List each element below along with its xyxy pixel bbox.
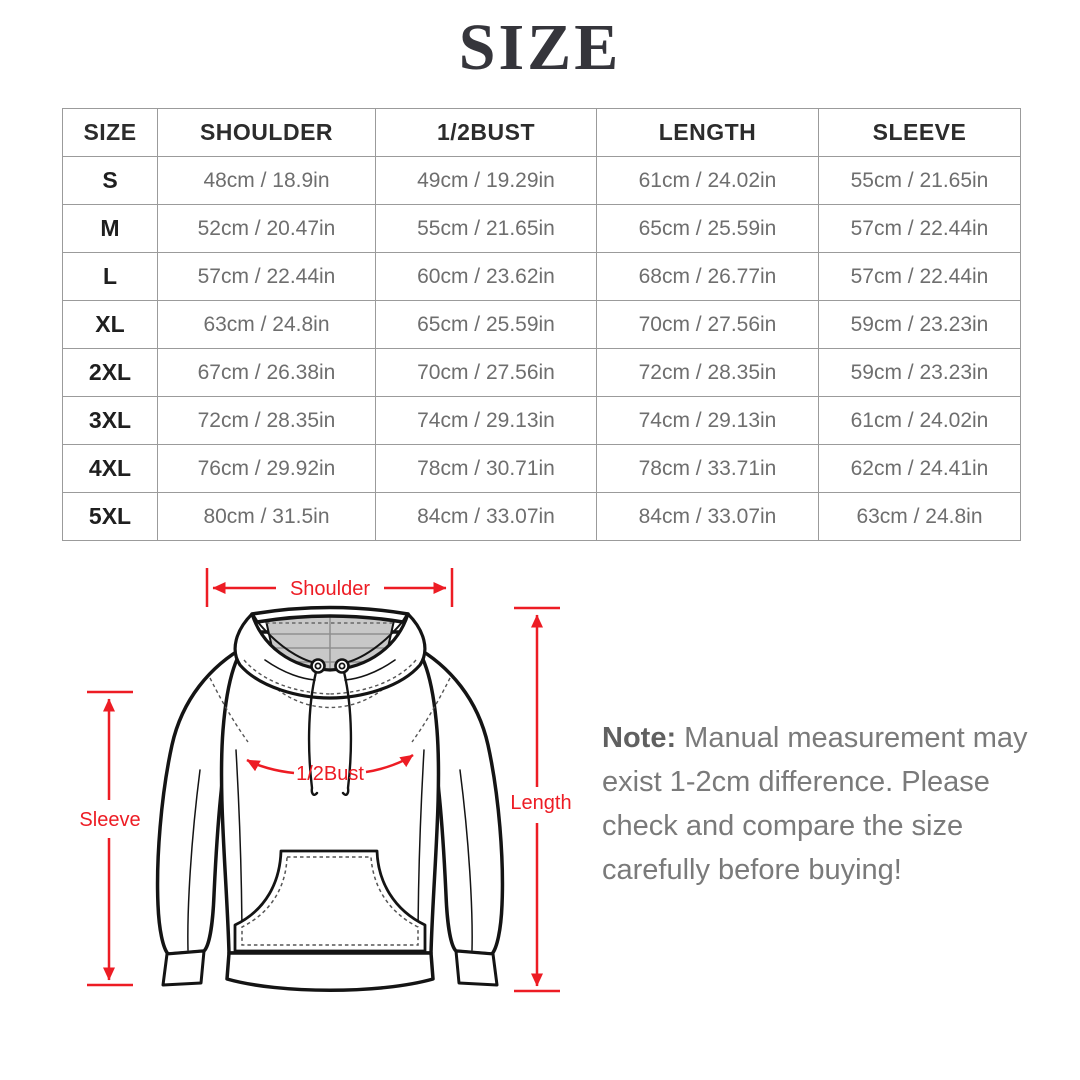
- header-cell: LENGTH: [596, 108, 819, 157]
- measurement-cell: 70cm / 27.56in: [375, 348, 597, 397]
- size-table-container: SIZE SHOULDER 1/2BUST LENGTH SLEEVE S 48cm / …: [62, 108, 1021, 541]
- measurement-cell: 57cm / 22.44in: [157, 252, 376, 301]
- measurement-cell: 57cm / 22.44in: [818, 252, 1021, 301]
- measurement-cell: 59cm / 23.23in: [818, 348, 1021, 397]
- measurement-cell: 49cm / 19.29in: [375, 156, 597, 205]
- table-header-row: SIZE SHOULDER 1/2BUST LENGTH SLEEVE: [62, 108, 1021, 157]
- table-row: 5XL 80cm / 31.5in 84cm / 33.07in 84cm / 33.…: [62, 492, 1021, 541]
- measurement-cell: 63cm / 24.8in: [157, 300, 376, 349]
- measurement-cell: 84cm / 33.07in: [596, 492, 819, 541]
- measurement-cell: 78cm / 30.71in: [375, 444, 597, 493]
- measurement-cell: 65cm / 25.59in: [375, 300, 597, 349]
- measurement-cell: 52cm / 20.47in: [157, 204, 376, 253]
- measurement-cell: 67cm / 26.38in: [157, 348, 376, 397]
- hoodie-pocket: [233, 849, 427, 953]
- measurement-cell: 48cm / 18.9in: [157, 156, 376, 205]
- measurement-cell: 57cm / 22.44in: [818, 204, 1021, 253]
- measurement-cell: 59cm / 23.23in: [818, 300, 1021, 349]
- shoulder-label: Shoulder: [290, 578, 370, 600]
- measurement-cell: 74cm / 29.13in: [375, 396, 597, 445]
- measurement-cell: 80cm / 31.5in: [157, 492, 376, 541]
- table-row: 2XL 67cm / 26.38in 70cm / 27.56in 72cm / 28…: [62, 348, 1021, 397]
- size-cell: M: [62, 204, 158, 253]
- table-row: 3XL 72cm / 28.35in 74cm / 29.13in 74cm / 29…: [62, 396, 1021, 445]
- measurement-cell: 68cm / 26.77in: [596, 252, 819, 301]
- table-row: XL 63cm / 24.8in 65cm / 25.59in 70cm / 27.5…: [62, 300, 1021, 349]
- length-arrow: Length: [510, 606, 572, 993]
- right-drawstring: [341, 670, 353, 796]
- size-table: SIZE SHOULDER 1/2BUST LENGTH SLEEVE S 48cm / …: [62, 108, 1021, 541]
- hoodie-drawing: [155, 605, 505, 992]
- left-drawstring: [307, 670, 319, 796]
- note-text: Note: Manual measurement may exist 1-2cm…: [602, 716, 1030, 892]
- sleeve-arrow: Sleeve: [79, 690, 141, 987]
- bust-arrow: 1/2Bust: [246, 753, 414, 785]
- measurement-cell: 60cm / 23.62in: [375, 252, 597, 301]
- length-label: Length: [510, 792, 571, 814]
- page-title: SIZE: [458, 11, 622, 84]
- size-cell: S: [62, 156, 158, 205]
- header-cell: 1/2BUST: [375, 108, 597, 157]
- measurement-cell: 65cm / 25.59in: [596, 204, 819, 253]
- size-cell: XL: [62, 300, 158, 349]
- measurement-cell: 72cm / 28.35in: [157, 396, 376, 445]
- table-row: M 52cm / 20.47in 55cm / 21.65in 65cm / 25.5…: [62, 204, 1021, 253]
- measurement-cell: 55cm / 21.65in: [375, 204, 597, 253]
- bust-label: 1/2Bust: [296, 763, 364, 785]
- measurement-cell: 76cm / 29.92in: [157, 444, 376, 493]
- measurement-cell: 62cm / 24.41in: [818, 444, 1021, 493]
- note-body: Manual measurement may exist 1-2cm diffe…: [602, 722, 1028, 886]
- measurement-cell: 78cm / 33.71in: [596, 444, 819, 493]
- right-eyelet: [334, 658, 350, 674]
- measurement-cell: 55cm / 21.65in: [818, 156, 1021, 205]
- left-eyelet: [310, 658, 326, 674]
- table-row: S 48cm / 18.9in 49cm / 19.29in 61cm / 24.02…: [62, 156, 1021, 205]
- table-row: L 57cm / 22.44in 60cm / 23.62in 68cm / 26.7…: [62, 252, 1021, 301]
- header-cell: SIZE: [62, 108, 158, 157]
- note-label: Note:: [602, 722, 677, 754]
- measurement-cell: 72cm / 28.35in: [596, 348, 819, 397]
- header-cell: SHOULDER: [157, 108, 376, 157]
- measurement-cell: 63cm / 24.8in: [818, 492, 1021, 541]
- size-cell: 2XL: [62, 348, 158, 397]
- hoodie-hem-band: [225, 951, 435, 992]
- measurement-cell: 70cm / 27.56in: [596, 300, 819, 349]
- hoodie-right-cuff: [454, 949, 499, 987]
- hood-collar: [233, 612, 427, 700]
- hoodie-left-cuff: [161, 949, 206, 987]
- size-table-body: S 48cm / 18.9in 49cm / 19.29in 61cm / 24.02…: [62, 156, 1021, 541]
- table-row: 4XL 76cm / 29.92in 78cm / 30.71in 78cm / 33…: [62, 444, 1021, 493]
- hoodie-measurement-diagram: Shoulder 1/2Bust Sleeve Length: [79, 568, 572, 993]
- shoulder-arrow: Shoulder: [205, 568, 454, 607]
- pocket-stitching: [241, 856, 419, 946]
- measurement-cell: 84cm / 33.07in: [375, 492, 597, 541]
- size-cell: L: [62, 252, 158, 301]
- size-cell: 3XL: [62, 396, 158, 445]
- header-cell: SLEEVE: [818, 108, 1021, 157]
- size-cell: 5XL: [62, 492, 158, 541]
- measurement-cell: 61cm / 24.02in: [818, 396, 1021, 445]
- size-cell: 4XL: [62, 444, 158, 493]
- sleeve-label: Sleeve: [79, 809, 140, 831]
- measurement-cell: 61cm / 24.02in: [596, 156, 819, 205]
- measurement-cell: 74cm / 29.13in: [596, 396, 819, 445]
